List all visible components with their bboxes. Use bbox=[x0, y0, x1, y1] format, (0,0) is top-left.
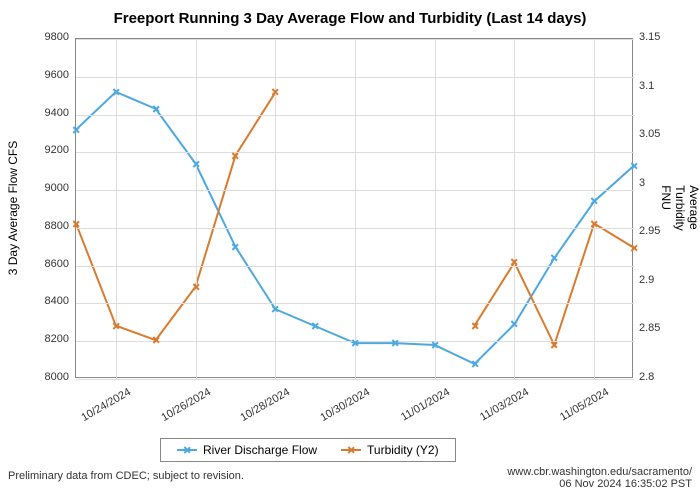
y1-tick-label: 9000 bbox=[29, 182, 69, 194]
x-tick-label: 10/26/2024 bbox=[137, 386, 212, 436]
data-marker bbox=[431, 341, 439, 349]
y1-tick-label: 9200 bbox=[29, 144, 69, 156]
data-marker bbox=[231, 152, 239, 160]
chart-title: Freeport Running 3 Day Average Flow and … bbox=[0, 10, 700, 27]
y2-tick-label: 2.85 bbox=[639, 322, 660, 334]
y1-tick-label: 8000 bbox=[29, 371, 69, 383]
data-marker bbox=[391, 339, 399, 347]
data-marker bbox=[550, 254, 558, 262]
y2-tick-label: 3.05 bbox=[639, 128, 660, 140]
data-marker bbox=[630, 162, 638, 170]
data-marker bbox=[112, 322, 120, 330]
data-marker bbox=[231, 243, 239, 251]
legend-label-flow: River Discharge Flow bbox=[203, 443, 317, 457]
legend-item-turbidity: Turbidity (Y2) bbox=[341, 443, 439, 457]
data-marker bbox=[271, 305, 279, 313]
data-marker bbox=[590, 220, 598, 228]
x-tick-label: 11/01/2024 bbox=[376, 386, 451, 436]
x-tick-label: 11/03/2024 bbox=[456, 386, 531, 436]
data-marker bbox=[311, 322, 319, 330]
x-tick-label: 10/30/2024 bbox=[297, 386, 372, 436]
data-marker bbox=[112, 88, 120, 96]
y1-tick-label: 8600 bbox=[29, 258, 69, 270]
data-marker bbox=[590, 197, 598, 205]
footer-left: Preliminary data from CDEC; subject to r… bbox=[8, 470, 244, 482]
chart-container: Freeport Running 3 Day Average Flow and … bbox=[0, 0, 700, 500]
data-marker bbox=[72, 126, 80, 134]
data-marker bbox=[630, 244, 638, 252]
x-tick-label: 10/24/2024 bbox=[58, 386, 133, 436]
data-marker bbox=[152, 336, 160, 344]
y2-tick-label: 3.15 bbox=[639, 31, 660, 43]
y2-tick-label: 2.8 bbox=[639, 371, 654, 383]
data-marker bbox=[471, 360, 479, 368]
y2-tick-label: 3 bbox=[639, 177, 645, 189]
x-tick-label: 10/28/2024 bbox=[217, 386, 292, 436]
x-tick-label: 11/05/2024 bbox=[536, 386, 611, 436]
data-marker bbox=[192, 160, 200, 168]
y1-tick-label: 8800 bbox=[29, 220, 69, 232]
y1-axis-label: 3 Day Average Flow CFS bbox=[6, 141, 20, 276]
y1-tick-label: 8400 bbox=[29, 295, 69, 307]
y2-axis-label: 3 Day Average Turbidity FNU bbox=[659, 185, 700, 231]
data-marker bbox=[152, 105, 160, 113]
data-marker bbox=[72, 220, 80, 228]
plot-area bbox=[75, 38, 633, 378]
data-marker bbox=[510, 320, 518, 328]
data-marker bbox=[550, 341, 558, 349]
footer-url: www.cbr.washington.edu/sacramento/ bbox=[507, 466, 692, 478]
y2-tick-label: 3.1 bbox=[639, 80, 654, 92]
y1-tick-label: 9600 bbox=[29, 69, 69, 81]
data-marker bbox=[510, 258, 518, 266]
y2-tick-label: 2.9 bbox=[639, 274, 654, 286]
y2-tick-label: 2.95 bbox=[639, 225, 660, 237]
y1-tick-label: 9400 bbox=[29, 107, 69, 119]
y1-tick-label: 9800 bbox=[29, 31, 69, 43]
data-marker bbox=[271, 88, 279, 96]
footer-right: www.cbr.washington.edu/sacramento/ 06 No… bbox=[507, 466, 692, 490]
data-marker bbox=[351, 339, 359, 347]
y1-tick-label: 8200 bbox=[29, 333, 69, 345]
legend: River Discharge Flow Turbidity (Y2) bbox=[160, 438, 456, 462]
data-marker bbox=[471, 322, 479, 330]
legend-item-flow: River Discharge Flow bbox=[177, 443, 317, 457]
data-marker bbox=[192, 283, 200, 291]
legend-label-turbidity: Turbidity (Y2) bbox=[367, 443, 439, 457]
footer-timestamp: 06 Nov 2024 16:35:02 PST bbox=[507, 478, 692, 490]
